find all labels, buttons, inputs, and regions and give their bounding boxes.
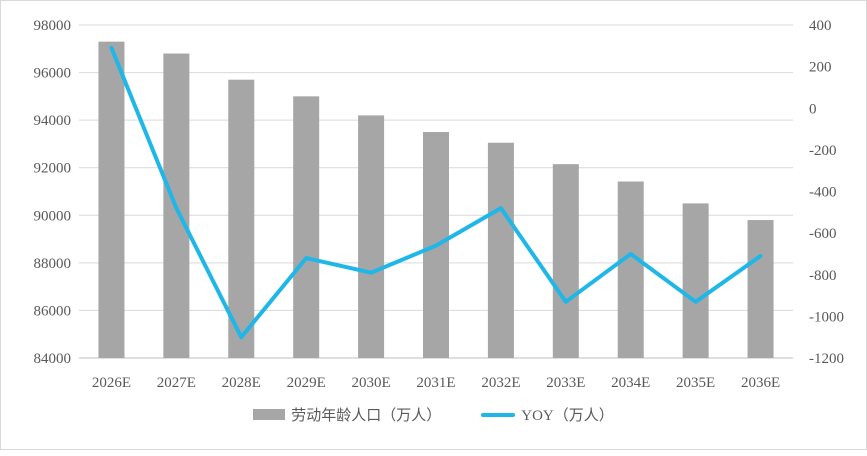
y-right-tick-label: -1000 xyxy=(809,309,844,325)
bar xyxy=(487,142,514,358)
y-right-tick-label: -800 xyxy=(809,268,837,284)
y-left-tick-label: 86000 xyxy=(34,303,72,319)
x-tick-label: 2028E xyxy=(222,375,261,391)
x-tick-label: 2026E xyxy=(92,375,131,391)
x-tick-label: 2029E xyxy=(287,375,326,391)
yoy-point xyxy=(239,335,243,339)
legend-item-line[interactable]: YOY（万人） xyxy=(481,404,614,425)
x-tick-label: 2033E xyxy=(546,375,585,391)
y-right-tick-label: 200 xyxy=(809,60,832,76)
legend-label-line: YOY（万人） xyxy=(521,408,614,424)
y-left-tick-label: 94000 xyxy=(34,113,72,129)
yoy-point xyxy=(434,244,438,248)
x-tick-label: 2036E xyxy=(741,375,780,391)
y-right-tick-label: -1200 xyxy=(809,351,844,367)
legend-item-bar[interactable]: 劳动年龄人口（万人） xyxy=(253,404,441,425)
legend-label-bar: 劳动年龄人口（万人） xyxy=(291,408,442,424)
yoy-point xyxy=(174,206,178,210)
bar xyxy=(228,79,255,358)
x-tick-label: 2031E xyxy=(416,375,455,391)
y-right-tick-label: -400 xyxy=(809,185,837,201)
y-right-tick-label: 0 xyxy=(809,101,817,117)
x-tick-label: 2034E xyxy=(611,375,650,391)
y-right-tick-label: -200 xyxy=(809,143,837,159)
bar xyxy=(293,96,320,358)
yoy-point xyxy=(304,256,308,260)
x-tick-label: 2035E xyxy=(676,375,715,391)
bar xyxy=(98,41,125,359)
yoy-point xyxy=(759,254,763,258)
legend: 劳动年龄人口（万人） YOY（万人） xyxy=(0,404,867,425)
x-tick-label: 2030E xyxy=(352,375,391,391)
yoy-point xyxy=(694,300,698,304)
yoy-point xyxy=(629,252,633,256)
y-right-tick-label: 400 xyxy=(809,18,832,34)
y-left-tick-label: 96000 xyxy=(34,66,72,82)
bar xyxy=(617,181,644,358)
y-left-tick-label: 90000 xyxy=(34,208,72,224)
yoy-point xyxy=(499,206,503,210)
y-left-tick-label: 88000 xyxy=(34,256,72,272)
y-left-tick-label: 84000 xyxy=(34,351,72,367)
yoy-point xyxy=(109,46,113,50)
bar xyxy=(358,115,385,358)
x-tick-label: 2027E xyxy=(157,375,196,391)
y-right-tick-label: -600 xyxy=(809,226,837,242)
y-left-tick-label: 98000 xyxy=(34,18,72,34)
bar xyxy=(552,164,579,358)
yoy-point xyxy=(369,271,373,275)
y-left-tick-label: 92000 xyxy=(34,161,72,177)
legend-swatch-line xyxy=(481,412,516,417)
bar xyxy=(682,203,709,358)
x-tick-label: 2032E xyxy=(481,375,520,391)
yoy-point xyxy=(564,300,568,304)
legend-swatch-bar xyxy=(253,409,286,420)
bar xyxy=(747,220,774,358)
